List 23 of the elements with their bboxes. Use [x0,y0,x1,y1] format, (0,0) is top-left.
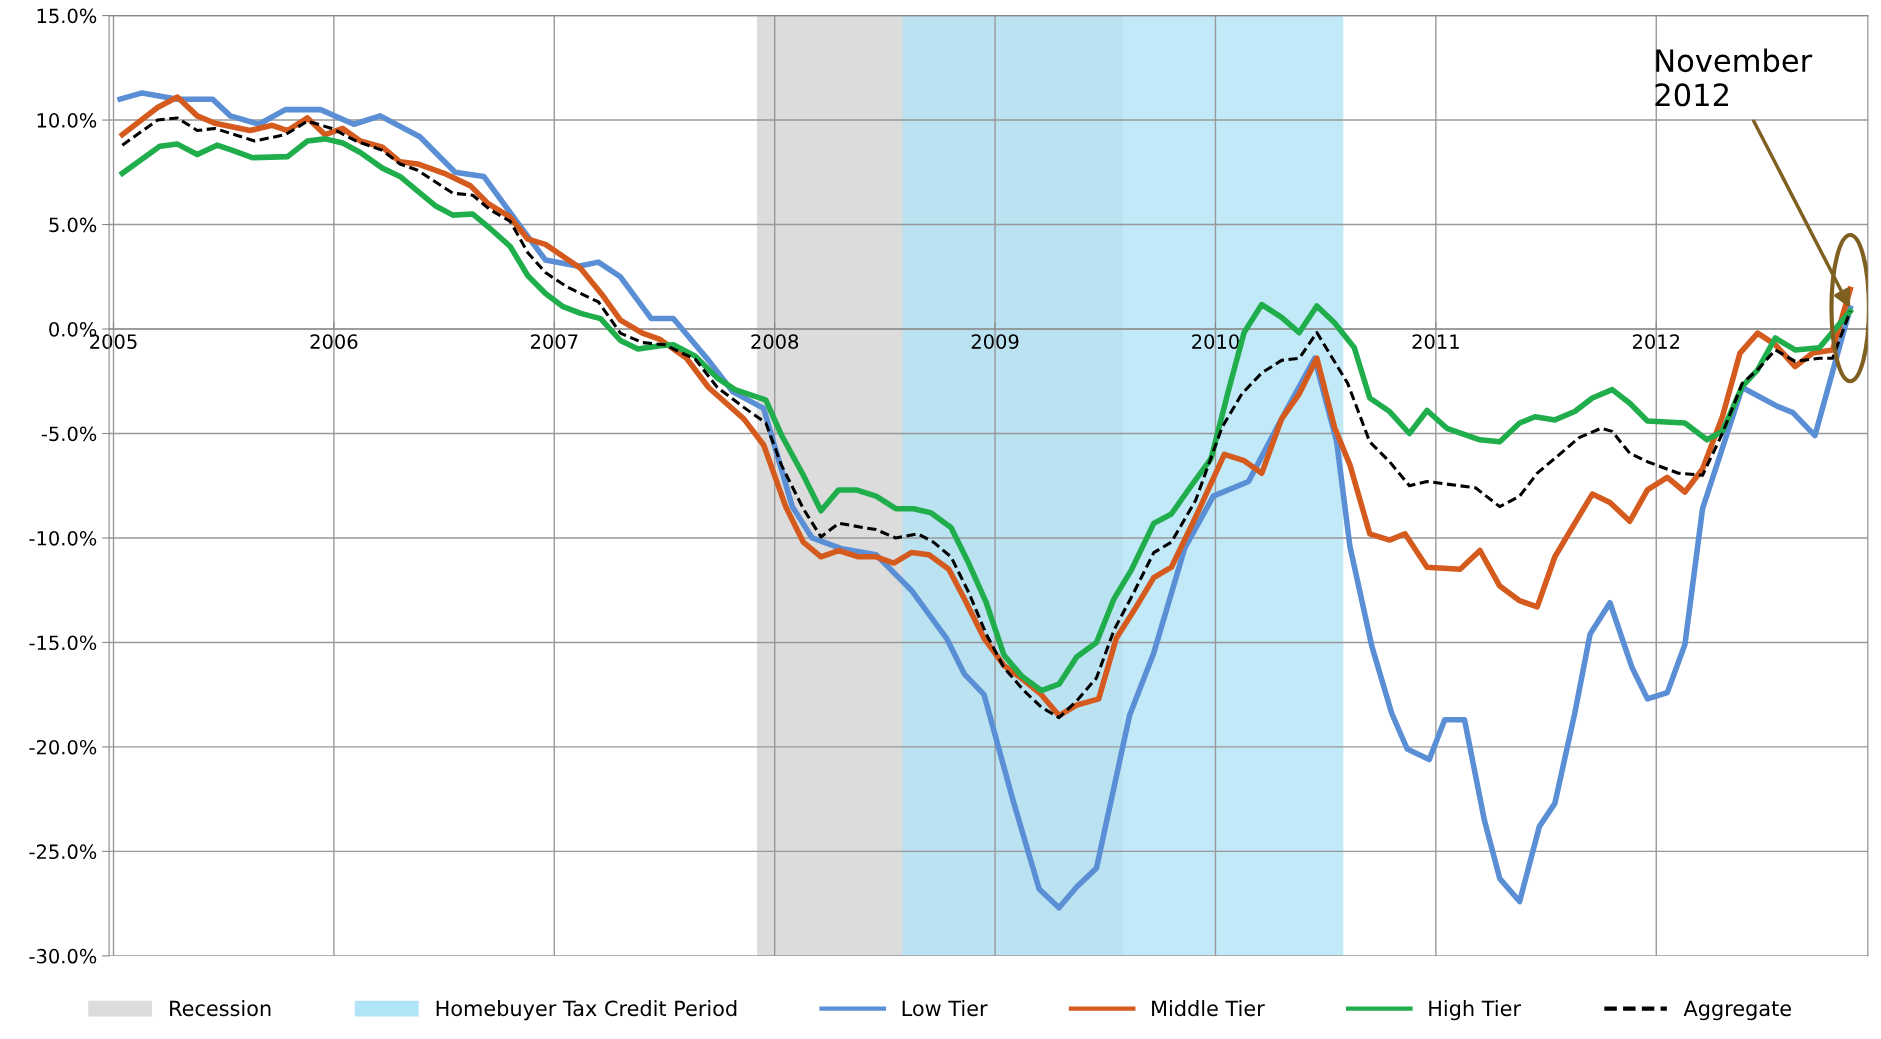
y-tick-label: -30.0% [29,948,97,964]
legend-label: Middle Tier [1152,1000,1265,1017]
y-tick-label: 10.0% [37,113,97,128]
y-tick-label: -10.0% [29,530,97,546]
y-tick-label: 5.0% [49,217,97,233]
x-tick-label: 2006 [310,334,358,349]
x-tick-label: 2008 [751,334,799,349]
x-tick-label: 2007 [530,334,578,349]
legend-label: Low Tier [902,1000,988,1017]
y-tick-label: -20.0% [29,739,97,755]
x-tick-label: 2012 [1632,334,1680,349]
x-tick-label: 2009 [971,334,1019,349]
legend-label: Aggregate [1683,1000,1791,1021]
x-tick-label: 2010 [1192,334,1239,349]
y-tick-label: -15.0% [29,635,97,651]
y-tick-label: -5.0% [41,426,97,442]
x-tick-label: 2011 [1412,334,1459,349]
annotation: November 2012 [1655,48,1813,107]
legend-label: Homebuyer Tax Credit Period [436,1000,737,1021]
y-tick-label: -25.0% [29,844,97,860]
legend-label: High Tier [1429,1000,1521,1021]
y-tick-label: 15.0% [37,8,97,24]
legend-label: Recession [170,1000,271,1017]
